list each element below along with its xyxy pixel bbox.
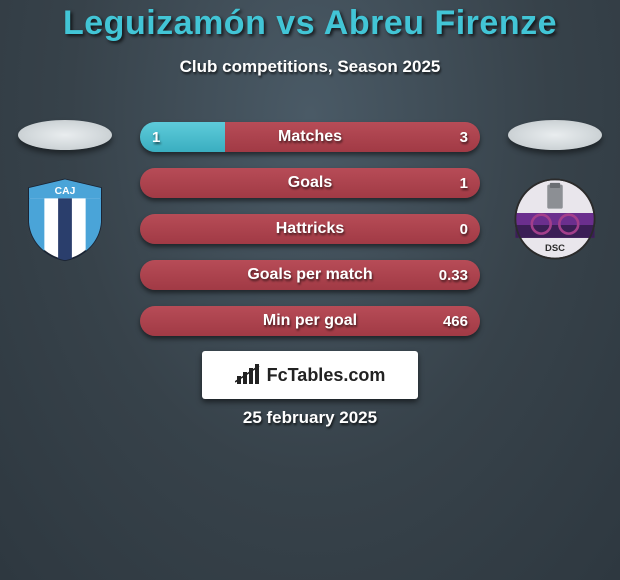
stat-bar-left	[140, 122, 225, 152]
stat-row: Min per goal466	[140, 306, 480, 336]
stat-bar-right	[225, 122, 480, 152]
page-title: Leguizamón vs Abreu Firenze	[0, 0, 620, 43]
stat-row: Hattricks0	[140, 214, 480, 244]
stat-bar-right	[140, 260, 480, 290]
right-crest-monogram: DSC	[545, 243, 565, 254]
right-player-photo-placeholder	[508, 120, 602, 150]
stat-row: Goals per match0.33	[140, 260, 480, 290]
right-club-crest: DSC	[512, 176, 598, 262]
page-subtitle: Club competitions, Season 2025	[0, 57, 620, 77]
stats-list: Matches13 Goals1 Hattricks0 Goals per match…	[140, 122, 480, 352]
stat-bar-right	[140, 306, 480, 336]
stat-bar-right	[140, 168, 480, 198]
left-crest-monogram: CAJ	[55, 186, 76, 197]
date-text: 25 february 2025	[0, 408, 620, 428]
stat-bar-right	[140, 214, 480, 244]
stat-row: Matches13	[140, 122, 480, 152]
left-club-crest: CAJ	[22, 176, 108, 262]
comparison-card: Leguizamón vs Abreu Firenze Club competi…	[0, 0, 620, 580]
left-player-photo-placeholder	[18, 120, 112, 150]
logo-text: FcTables.com	[267, 365, 386, 386]
bar-chart-icon	[235, 364, 261, 386]
left-player-column: CAJ	[10, 120, 120, 262]
stat-bar	[140, 168, 480, 198]
stat-bar	[140, 214, 480, 244]
fctables-logo: FcTables.com	[202, 351, 418, 399]
stat-bar	[140, 260, 480, 290]
stat-bar	[140, 306, 480, 336]
stat-row: Goals1	[140, 168, 480, 198]
right-player-column: DSC	[500, 120, 610, 262]
stat-bar	[140, 122, 480, 152]
